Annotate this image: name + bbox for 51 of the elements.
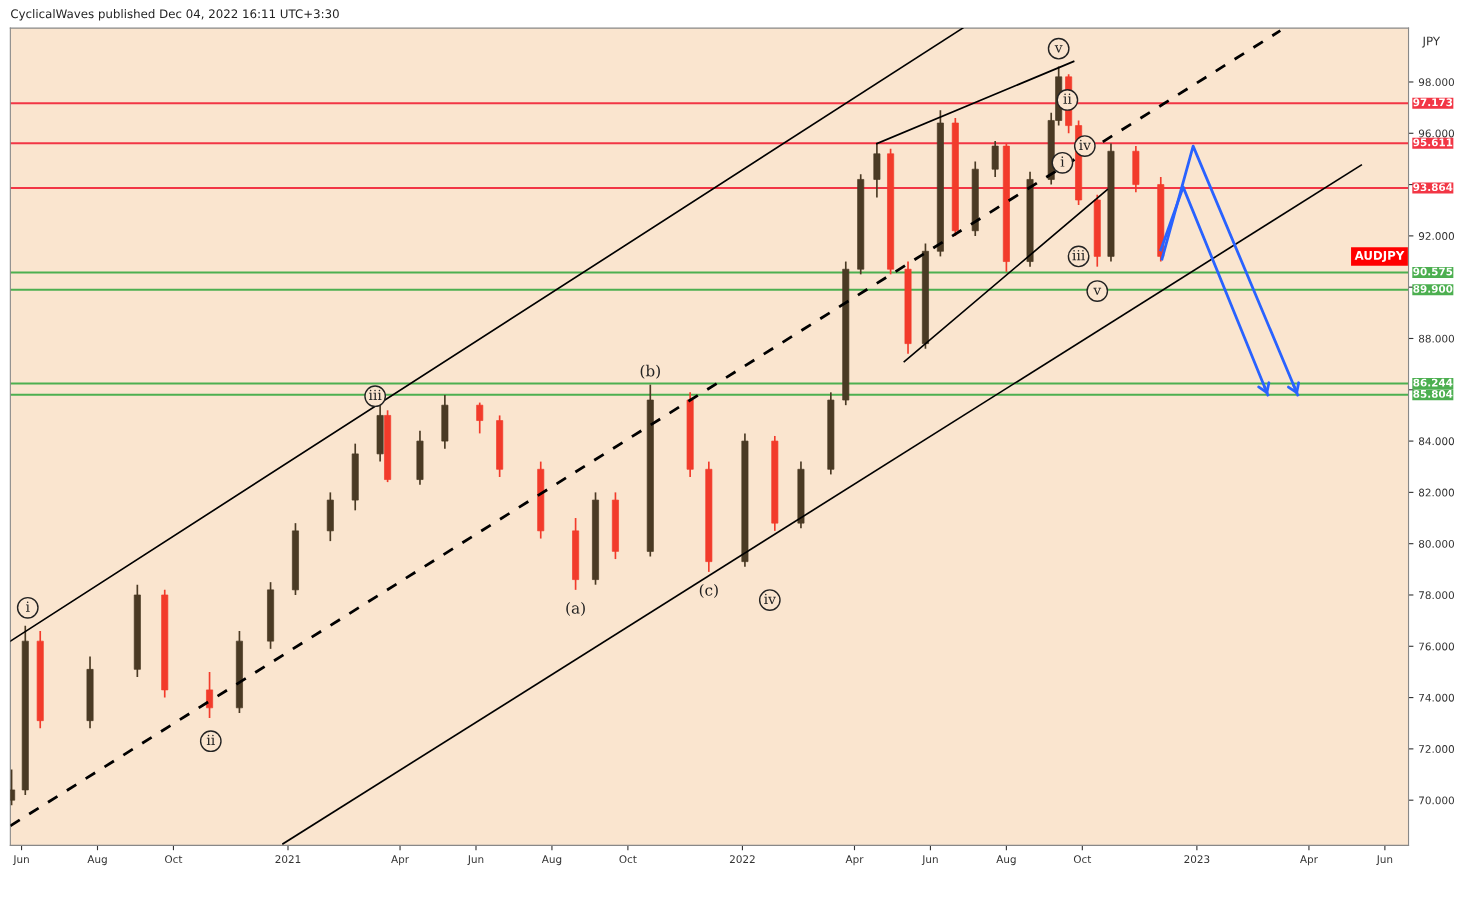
ref-line-label: 86.244 [1413,378,1453,387]
ref-line-label: 97.173 [1413,98,1453,107]
ref-line-label: 85.804 [1413,389,1453,398]
chart-title: CyclicalWaves published Dec 04, 2022 16:11 UTC+3:30 [11,9,339,21]
x-tick-label: Jun [921,855,938,866]
x-tick-label: 2022 [729,855,755,864]
x-tick-label: 2021 [275,855,301,864]
x-tick-label: Aug [541,855,562,866]
ref-line-label: 90.575 [1413,267,1453,276]
annotation: v [1054,45,1063,53]
y-tick-label: 82.000 [1418,488,1455,497]
annotation: (b) [640,364,660,379]
y-tick-label: 98.000 [1418,78,1455,87]
annotation: i [26,601,30,612]
x-tick-label: Jun [12,855,29,866]
y-tick-label: 78.000 [1419,591,1455,600]
annotation: i [1060,156,1065,167]
ref-line-label: 93.864 [1413,183,1453,192]
x-tick-label: Aug [87,855,107,866]
y-tick-label: 80.000 [1418,539,1455,548]
ref-line-label: 95.611 [1413,138,1453,147]
y-tick-label: 76.000 [1419,642,1455,651]
annotation: ii [1063,93,1072,104]
x-tick-label: Oct [165,855,183,864]
annotation: ii [206,734,215,746]
x-tick-label: Aug [996,855,1016,866]
y-tick-label: 88.000 [1418,334,1455,343]
y-tick-label: 96.000 [1418,129,1455,138]
x-tick-label: Jun [467,855,484,866]
annotation: iii [368,389,382,401]
annotation: AUDJPY [1354,251,1405,263]
y-tick-label: 84.000 [1418,437,1455,446]
x-tick-label: Apr [1300,855,1318,866]
annotation: iv [1079,139,1091,150]
x-tick-label: Oct [1073,855,1092,864]
annotation: v [1093,287,1102,295]
annotation: iv [764,593,776,604]
x-tick-label: Oct [619,855,637,864]
x-tick-label: Jun [1376,855,1393,866]
y-tick-label: 74.000 [1419,693,1455,702]
y-tick-label: 70.000 [1419,796,1455,805]
y-axis-title: JPY [1421,36,1441,48]
x-tick-label: Apr [845,855,864,866]
y-tick-label: 72.000 [1419,745,1455,753]
x-tick-label: Apr [391,855,410,866]
ref-line-label: 89.900 [1413,284,1453,293]
annotation: (c) [699,583,718,598]
x-tick-label: 2023 [1184,855,1210,864]
annotation: iii [1072,250,1085,261]
y-tick-label: 92.000 [1418,232,1455,240]
annotation: (a) [566,601,585,616]
